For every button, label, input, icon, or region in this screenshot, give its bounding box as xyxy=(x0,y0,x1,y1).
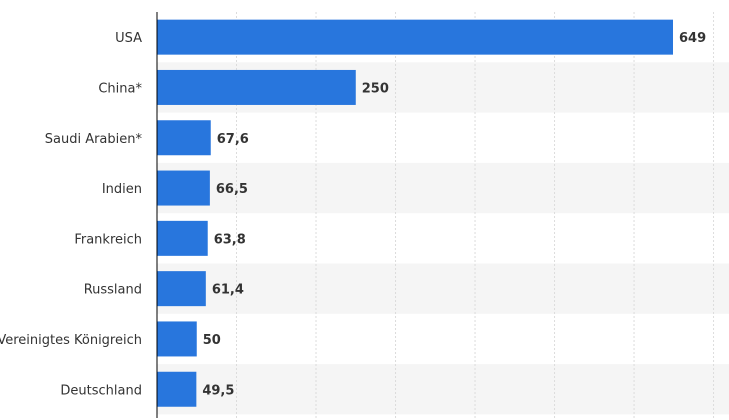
bar-saudi-arabien xyxy=(157,120,211,156)
value-label: 67,6 xyxy=(217,132,249,147)
bar-china xyxy=(157,69,356,105)
value-labels: 649 250 67,6 66,5 63,8 61,4 50 49,5 xyxy=(202,31,706,398)
bar-frankreich xyxy=(157,220,208,256)
category-label: Vereinigtes Königreich xyxy=(0,333,142,348)
bar-russland xyxy=(157,271,206,307)
category-label: Saudi Arabien* xyxy=(45,132,143,147)
value-label: 63,8 xyxy=(214,232,246,247)
bar-indien xyxy=(157,170,210,206)
category-label: Indien xyxy=(102,182,142,197)
row-stripe xyxy=(157,364,729,415)
value-label: 66,5 xyxy=(216,182,248,197)
category-label: Deutschland xyxy=(60,383,142,398)
category-label: USA xyxy=(115,31,142,46)
category-label: Frankreich xyxy=(74,232,142,247)
value-label: 649 xyxy=(679,31,706,46)
bar-vereinigtes-königreich xyxy=(157,321,197,357)
category-labels: USA China* Saudi Arabien* Indien Frankreich R… xyxy=(0,31,142,398)
value-label: 250 xyxy=(362,81,389,96)
category-label: Russland xyxy=(84,283,142,298)
value-label: 49,5 xyxy=(202,383,234,398)
bars xyxy=(157,19,673,407)
value-label: 61,4 xyxy=(212,283,244,298)
category-label: China* xyxy=(98,81,142,96)
value-label: 50 xyxy=(203,333,221,348)
bar-usa xyxy=(157,19,673,55)
bar-deutschland xyxy=(157,371,197,407)
